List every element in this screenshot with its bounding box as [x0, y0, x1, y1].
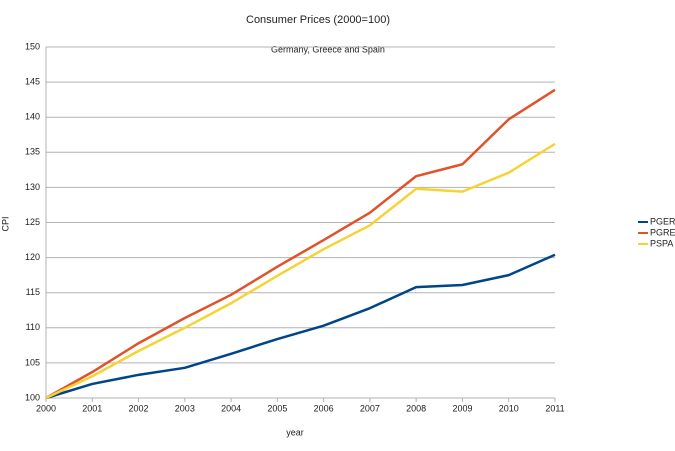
y-tick-label: 130 — [25, 182, 40, 192]
chart-subtitle: Germany, Greece and Spain — [271, 44, 385, 54]
legend-label: PSPA — [650, 238, 673, 248]
y-tick-label: 115 — [26, 287, 40, 297]
x-tick-label: 2002 — [129, 403, 149, 413]
x-tick-label: 2005 — [267, 403, 287, 413]
x-tick-label: 2008 — [406, 403, 426, 413]
y-axis-label: CPI — [0, 216, 10, 231]
x-tick-label: 2011 — [545, 403, 564, 413]
x-tick-label: 2000 — [36, 403, 56, 413]
y-tick-label: 120 — [25, 252, 40, 262]
y-tick-label: 100 — [25, 392, 40, 402]
series-line — [45, 253, 556, 400]
y-tick-label: 110 — [26, 322, 40, 332]
x-tick-label: 2010 — [499, 403, 519, 413]
y-tick-label: 150 — [25, 41, 40, 51]
series-line — [45, 142, 556, 400]
x-axis-label: year — [286, 427, 304, 437]
y-tick-label: 105 — [25, 357, 40, 367]
y-tick-label: 135 — [25, 147, 40, 157]
series-line — [45, 88, 556, 400]
chart-title: Consumer Prices (2000=100) — [246, 14, 390, 26]
y-tick-label: 140 — [25, 112, 40, 122]
y-tick-label: 125 — [25, 217, 40, 227]
x-tick-label: 2003 — [175, 403, 195, 413]
legend-label: PGRE — [650, 227, 675, 237]
x-tick-label: 2001 — [82, 403, 102, 413]
x-tick-label: 2009 — [452, 403, 472, 413]
x-tick-label: 2006 — [314, 403, 334, 413]
x-tick-label: 2007 — [360, 403, 380, 413]
legend-label: PGER — [650, 216, 675, 226]
x-tick-label: 2004 — [221, 403, 241, 413]
y-tick-label: 145 — [25, 76, 40, 86]
